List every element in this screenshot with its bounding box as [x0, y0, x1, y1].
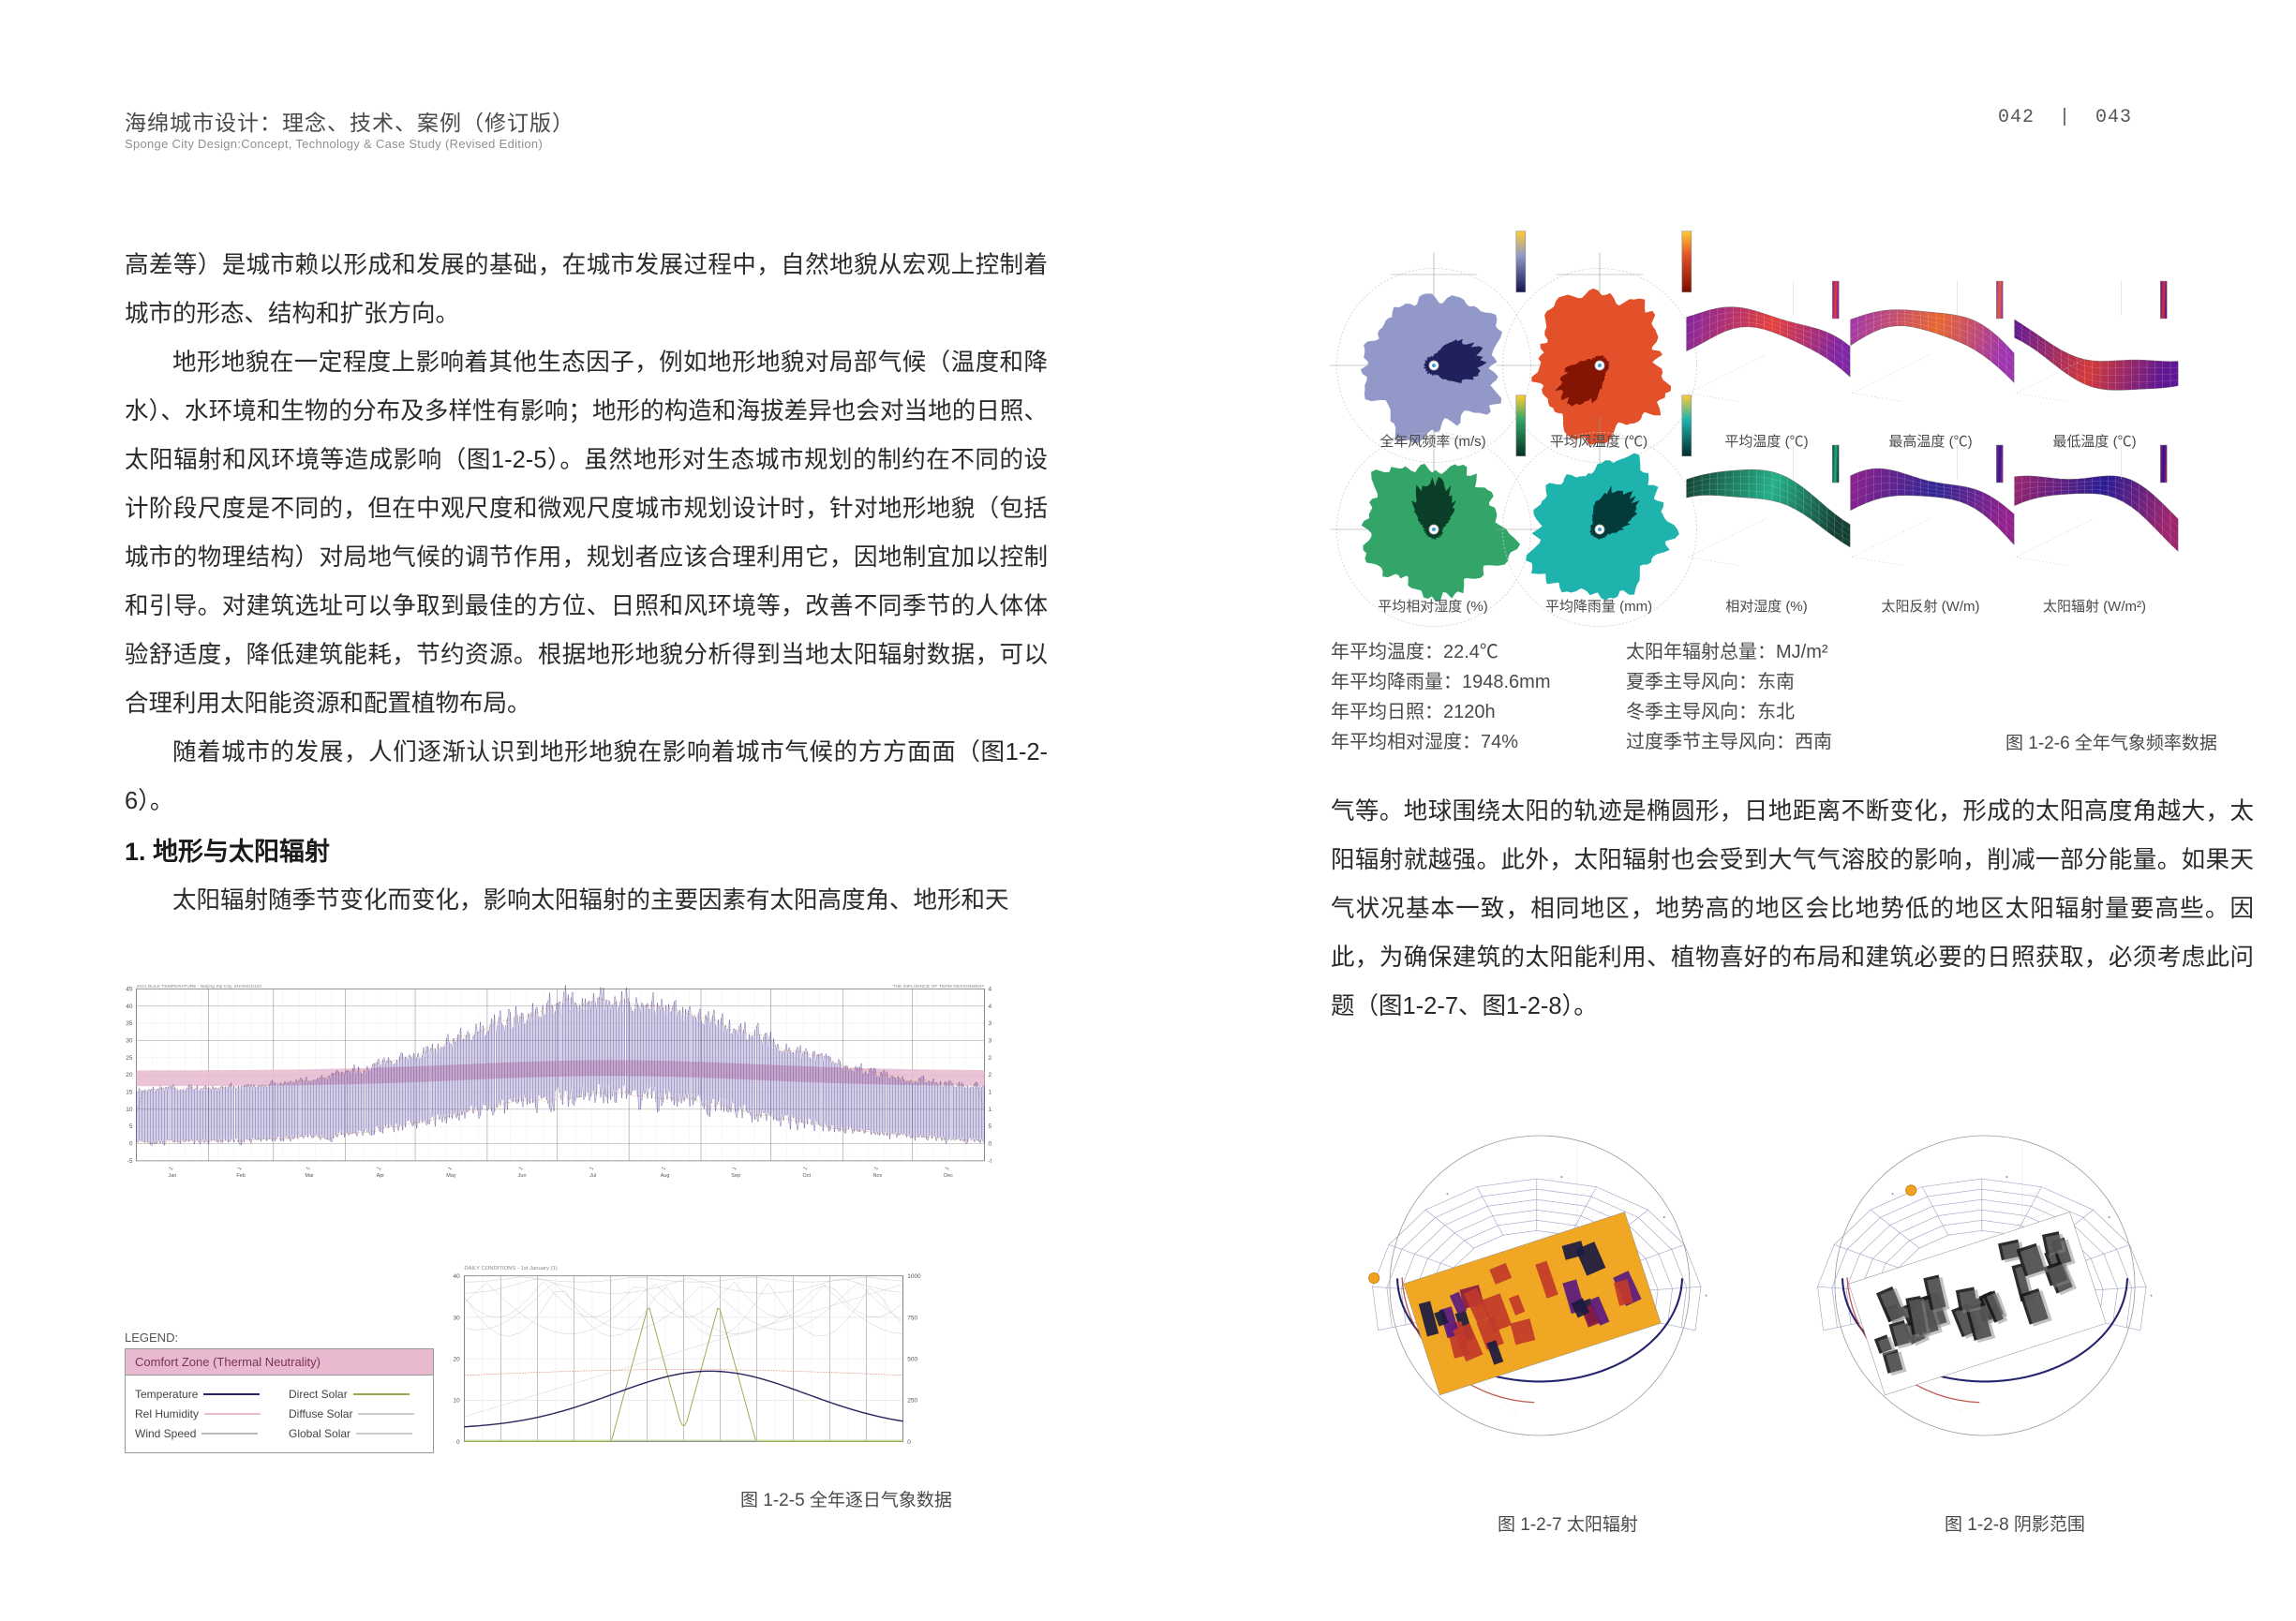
svg-text:Aug: Aug — [661, 1173, 670, 1179]
svg-text:30: 30 — [453, 1315, 460, 1321]
svg-text:45: 45 — [989, 986, 992, 992]
svg-text:750: 750 — [907, 1315, 917, 1321]
svg-text:Dec: Dec — [944, 1173, 953, 1179]
svg-text:-5: -5 — [127, 1158, 133, 1165]
svg-text:5: 5 — [129, 1123, 133, 1130]
svg-text:500: 500 — [907, 1356, 917, 1362]
svg-text:35: 35 — [126, 1020, 133, 1027]
svg-text:Oct: Oct — [803, 1173, 812, 1179]
svg-text:Mar: Mar — [305, 1173, 314, 1179]
svg-text:5: 5 — [989, 1123, 992, 1130]
svg-text:0: 0 — [907, 1439, 911, 1446]
svg-text:0: 0 — [456, 1439, 460, 1446]
svg-text:0: 0 — [129, 1141, 133, 1148]
svg-text:40: 40 — [989, 1004, 992, 1010]
svg-text:35: 35 — [989, 1020, 992, 1027]
svg-text:2021 BULK TEMPERATURE - Beijin: 2021 BULK TEMPERATURE - Beijing Zip City… — [137, 984, 262, 989]
svg-text:20: 20 — [453, 1356, 460, 1362]
svg-text:40: 40 — [453, 1273, 460, 1280]
svg-text:15: 15 — [989, 1090, 992, 1096]
svg-text:Apr: Apr — [377, 1173, 385, 1179]
svg-text:30: 30 — [989, 1037, 992, 1044]
svg-text:40: 40 — [126, 1004, 133, 1010]
svg-text:Jan: Jan — [169, 1173, 177, 1179]
svg-text:-5: -5 — [989, 1158, 992, 1165]
svg-text:1000: 1000 — [907, 1273, 921, 1280]
svg-text:10: 10 — [989, 1107, 992, 1113]
svg-text:Feb: Feb — [236, 1173, 245, 1179]
svg-text:10: 10 — [453, 1398, 460, 1405]
svg-text:DAILY CONDITIONS - 1st January: DAILY CONDITIONS - 1st January (1) — [464, 1266, 557, 1272]
svg-text:15: 15 — [126, 1090, 133, 1096]
svg-text:10: 10 — [126, 1107, 133, 1113]
svg-text:25: 25 — [126, 1055, 133, 1062]
svg-text:THE INFLUENCE OF TERM DESIGNME: THE INFLUENCE OF TERM DESIGNMENT — [892, 984, 984, 989]
svg-text:Jul: Jul — [589, 1173, 596, 1179]
svg-text:May: May — [446, 1173, 456, 1179]
svg-text:20: 20 — [126, 1072, 133, 1078]
svg-text:250: 250 — [907, 1398, 917, 1405]
svg-text:20: 20 — [989, 1072, 992, 1078]
svg-text:30: 30 — [126, 1037, 133, 1044]
svg-text:25: 25 — [989, 1055, 992, 1062]
svg-text:45: 45 — [126, 986, 133, 992]
svg-text:0: 0 — [989, 1141, 992, 1148]
svg-text:Sep: Sep — [731, 1173, 740, 1179]
svg-text:Jun: Jun — [518, 1173, 527, 1179]
svg-text:Nov: Nov — [873, 1173, 883, 1179]
